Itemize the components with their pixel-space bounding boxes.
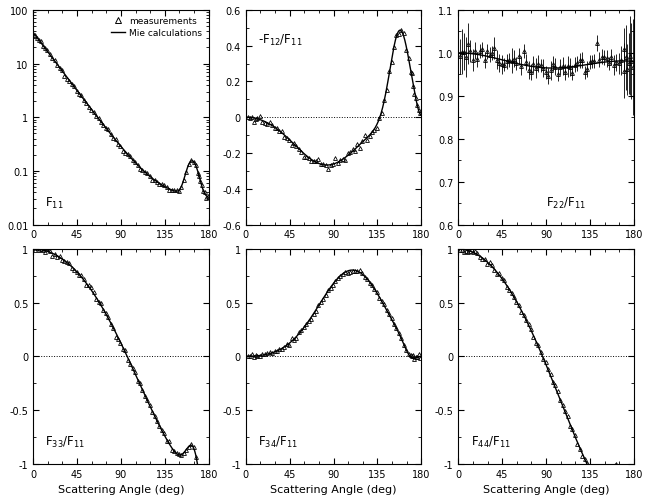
Text: F$_{33}$/F$_{11}$: F$_{33}$/F$_{11}$	[46, 434, 86, 449]
Legend: measurements, Mie calculations: measurements, Mie calculations	[109, 16, 204, 40]
Text: -F$_{12}$/F$_{11}$: -F$_{12}$/F$_{11}$	[258, 33, 302, 48]
X-axis label: Scattering Angle (deg): Scattering Angle (deg)	[58, 484, 184, 494]
Text: F$_{11}$: F$_{11}$	[46, 195, 64, 210]
Text: F$_{44}$/F$_{11}$: F$_{44}$/F$_{11}$	[471, 434, 511, 449]
X-axis label: Scattering Angle (deg): Scattering Angle (deg)	[483, 484, 609, 494]
Text: F$_{22}$/F$_{11}$: F$_{22}$/F$_{11}$	[546, 195, 586, 210]
Text: F$_{34}$/F$_{11}$: F$_{34}$/F$_{11}$	[258, 434, 298, 449]
X-axis label: Scattering Angle (deg): Scattering Angle (deg)	[270, 484, 396, 494]
